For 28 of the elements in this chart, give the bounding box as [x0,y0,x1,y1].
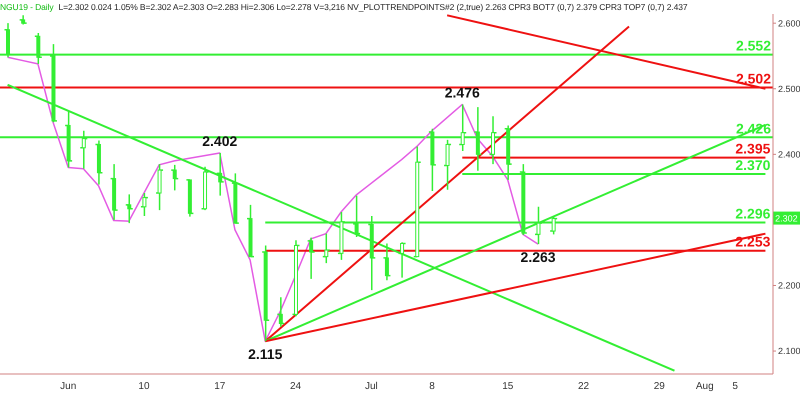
x-tick-label: 15 [502,381,514,392]
x-tick-label: 10 [138,381,150,392]
x-tick-label: 8 [429,381,436,392]
x-tick-label: 24 [290,381,302,392]
ref-line-label: 2.552 [736,38,772,54]
y-tick-label: 2.100 [778,346,800,356]
x-tick-label: 29 [654,381,666,392]
x-tick-label: Aug [696,381,714,392]
x-tick-label: 5 [732,381,738,392]
x-tick-label: Jul [364,381,378,392]
data-label: 2.253 [735,234,771,250]
annotation: 2.302 [775,214,798,224]
x-tick-label: 17 [214,381,226,392]
data-label: 2.115 [248,346,283,362]
y-tick-label: 2.400 [778,150,800,160]
y-tick-label: 2.600 [778,18,800,28]
x-tick-label: 22 [578,381,590,392]
data-label: 2.296 [735,206,771,222]
chart-subtitle: L=2.302 0.024 1.05% B=2.302 A=2.303 O=2.283 Hi=2.306 Lo=2.278 V=3,216 NV_PLOTTRENDPOINTS#2 (2,true) 2.263 CPR3 BOT7 (0,7) 2.379 CPR3 TOP7 (0,7) 2.437 [58,2,688,12]
y-tick-label: 2.200 [778,280,800,291]
data-label: 2.476 [444,84,480,100]
data-label: 2.370 [735,157,771,173]
data-label: 2.263 [520,249,556,266]
data-label: 2.402 [202,133,238,150]
chart-title: NGU19 - Daily [0,2,54,12]
x-tick-label: Jun [60,381,76,392]
y-tick-label: 2.500 [778,84,800,94]
data-label: 2.395 [735,140,771,157]
